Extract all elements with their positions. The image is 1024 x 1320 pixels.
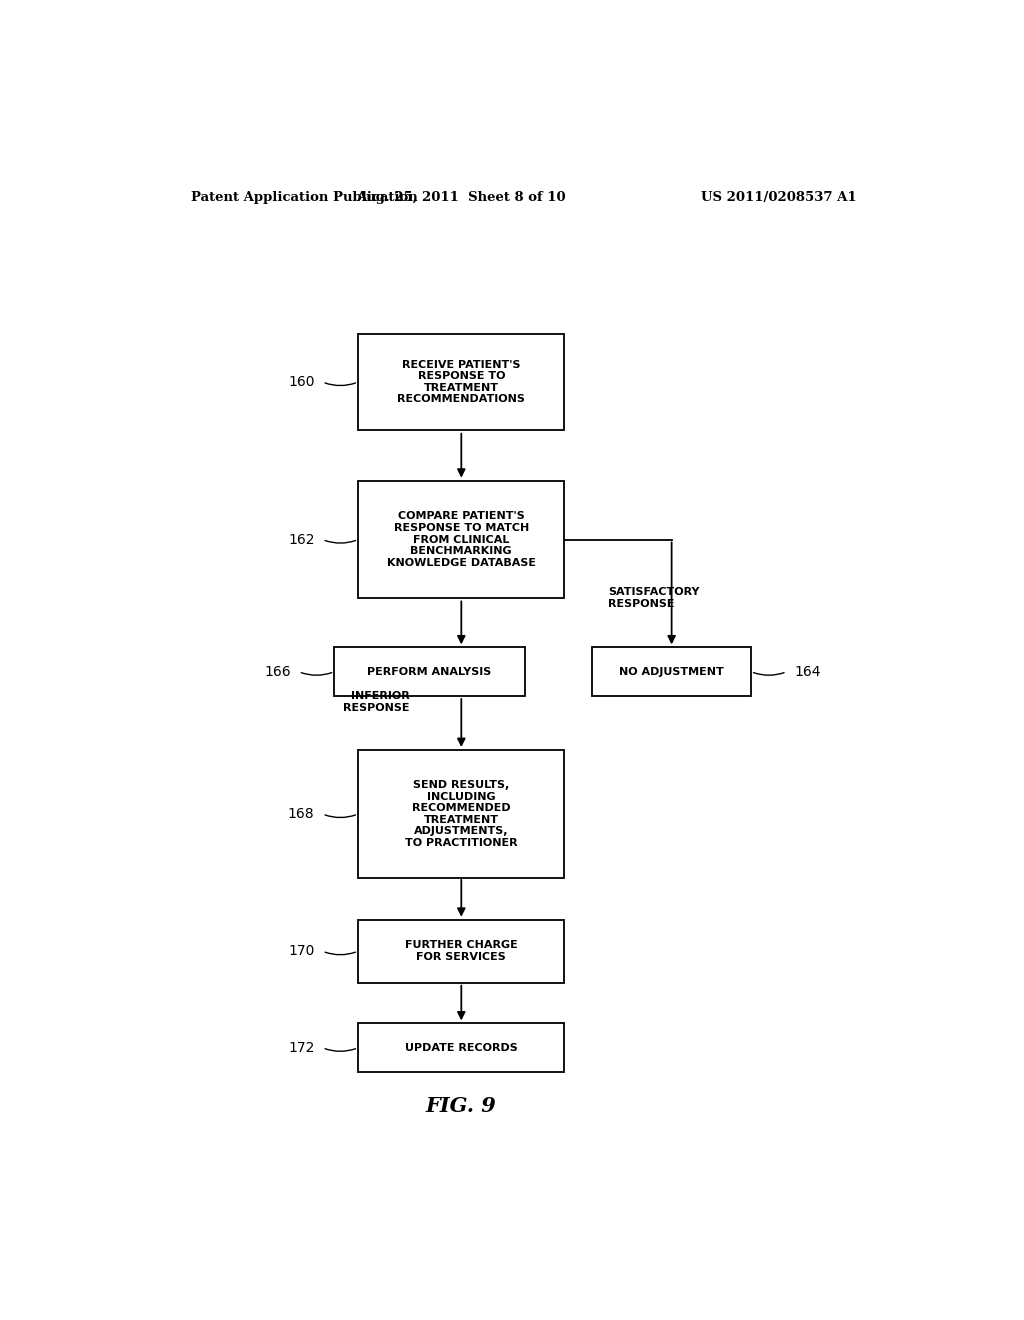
Text: INFERIOR
RESPONSE: INFERIOR RESPONSE	[343, 690, 410, 713]
FancyBboxPatch shape	[358, 920, 564, 982]
Text: 162: 162	[288, 532, 314, 546]
Text: 160: 160	[288, 375, 314, 389]
Text: FURTHER CHARGE
FOR SERVICES: FURTHER CHARGE FOR SERVICES	[404, 940, 518, 962]
Text: 166: 166	[264, 665, 291, 678]
Text: RECEIVE PATIENT'S
RESPONSE TO
TREATMENT
RECOMMENDATIONS: RECEIVE PATIENT'S RESPONSE TO TREATMENT …	[397, 359, 525, 404]
Text: US 2011/0208537 A1: US 2011/0208537 A1	[701, 190, 856, 203]
Text: SATISFACTORY
RESPONSE: SATISFACTORY RESPONSE	[608, 587, 699, 609]
Text: 172: 172	[288, 1040, 314, 1055]
Text: UPDATE RECORDS: UPDATE RECORDS	[404, 1043, 518, 1053]
Text: COMPARE PATIENT'S
RESPONSE TO MATCH
FROM CLINICAL
BENCHMARKING
KNOWLEDGE DATABAS: COMPARE PATIENT'S RESPONSE TO MATCH FROM…	[387, 511, 536, 568]
Text: Patent Application Publication: Patent Application Publication	[191, 190, 418, 203]
Text: Aug. 25, 2011  Sheet 8 of 10: Aug. 25, 2011 Sheet 8 of 10	[356, 190, 566, 203]
Text: 170: 170	[288, 944, 314, 958]
Text: NO ADJUSTMENT: NO ADJUSTMENT	[620, 667, 724, 677]
Text: PERFORM ANALYSIS: PERFORM ANALYSIS	[368, 667, 492, 677]
FancyBboxPatch shape	[358, 480, 564, 598]
FancyBboxPatch shape	[358, 334, 564, 430]
Text: FIG. 9: FIG. 9	[426, 1096, 497, 1115]
FancyBboxPatch shape	[358, 1023, 564, 1072]
FancyBboxPatch shape	[334, 647, 524, 696]
Text: 164: 164	[795, 665, 821, 678]
FancyBboxPatch shape	[592, 647, 751, 696]
Text: SEND RESULTS,
INCLUDING
RECOMMENDED
TREATMENT
ADJUSTMENTS,
TO PRACTITIONER: SEND RESULTS, INCLUDING RECOMMENDED TREA…	[406, 780, 517, 847]
FancyBboxPatch shape	[358, 751, 564, 878]
Text: 168: 168	[288, 807, 314, 821]
